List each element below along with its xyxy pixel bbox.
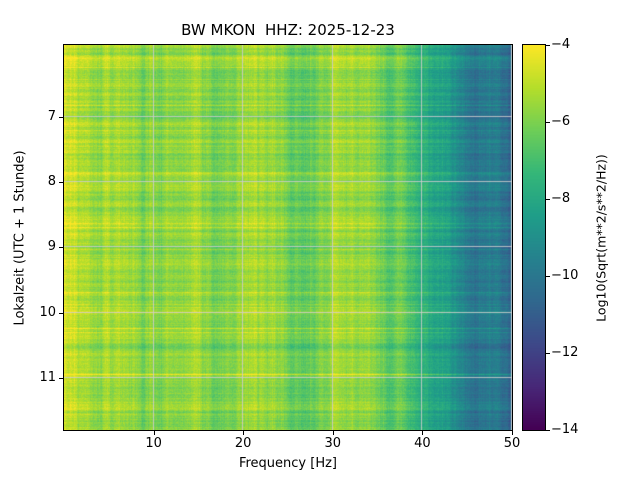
colorbar-tick-label: −8 bbox=[551, 191, 571, 206]
tick-mark bbox=[422, 431, 424, 435]
colorbar-tick-label: −6 bbox=[551, 114, 571, 129]
tick-mark bbox=[546, 276, 550, 277]
tick-mark bbox=[59, 377, 63, 379]
y-tick-label: 9 bbox=[47, 239, 56, 254]
colorbar-tick-label: −12 bbox=[551, 345, 579, 360]
tick-mark bbox=[546, 353, 550, 354]
y-axis-label: Lokalzeit (UTC + 1 Stunde) bbox=[12, 150, 28, 326]
tick-mark bbox=[59, 312, 63, 314]
y-tick-label: 10 bbox=[39, 305, 56, 320]
tick-mark bbox=[153, 431, 155, 435]
tick-mark bbox=[59, 116, 63, 118]
tick-mark bbox=[59, 247, 63, 249]
tick-mark bbox=[512, 431, 513, 435]
colorbar-canvas bbox=[522, 44, 546, 431]
x-tick-label: 20 bbox=[234, 436, 252, 451]
spectrogram-canvas bbox=[63, 44, 513, 431]
colorbar-label: Log10(Sqrt(m**2/s**2/Hz)) bbox=[593, 154, 609, 322]
tick-mark bbox=[546, 199, 550, 200]
y-tick-label: 7 bbox=[47, 109, 56, 124]
y-tick-label: 8 bbox=[47, 174, 56, 189]
tick-mark bbox=[332, 431, 334, 435]
tick-mark bbox=[546, 430, 550, 431]
tick-mark bbox=[546, 45, 550, 46]
chart-title: BW MKON HHZ: 2025-12-23 bbox=[181, 21, 395, 39]
colorbar-tick-label: −4 bbox=[551, 37, 571, 52]
x-axis-label: Frequency [Hz] bbox=[238, 456, 338, 471]
tick-mark bbox=[546, 122, 550, 123]
x-tick-label: 40 bbox=[414, 436, 431, 451]
x-tick-label: 50 bbox=[503, 436, 521, 451]
y-tick-label: 11 bbox=[39, 370, 56, 385]
x-tick-label: 30 bbox=[324, 436, 342, 451]
colorbar-tick-label: −14 bbox=[551, 422, 579, 437]
tick-mark bbox=[59, 182, 63, 184]
tick-mark bbox=[243, 431, 245, 435]
colorbar-tick-label: −10 bbox=[551, 268, 579, 283]
x-tick-label: 10 bbox=[145, 436, 162, 451]
